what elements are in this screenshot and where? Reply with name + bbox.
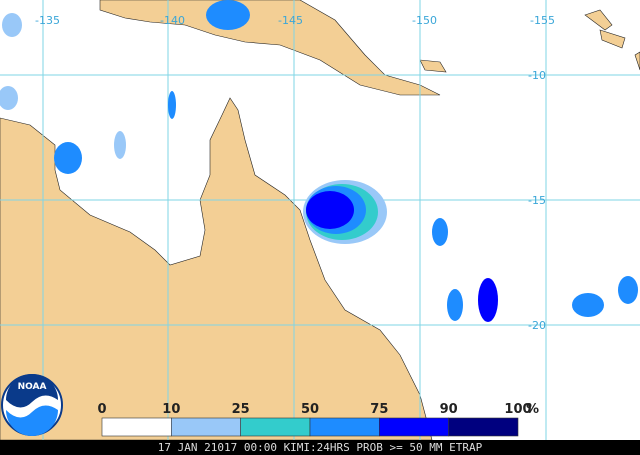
island bbox=[419, 59, 447, 73]
precip-area bbox=[0, 86, 18, 110]
precip-area bbox=[306, 191, 354, 229]
lat-label: -20 bbox=[528, 319, 546, 332]
noaa-logo: NOAA bbox=[1, 374, 63, 436]
legend-label: 90 bbox=[440, 402, 458, 417]
logo-sea bbox=[6, 405, 58, 436]
precip-area bbox=[478, 278, 498, 322]
island bbox=[599, 29, 626, 49]
legend-swatch bbox=[171, 417, 241, 437]
logo-sky bbox=[6, 374, 58, 408]
lon-label: -155 bbox=[530, 14, 555, 27]
precip-area bbox=[618, 276, 638, 304]
precip-area bbox=[54, 142, 82, 174]
precipitation bbox=[0, 0, 638, 322]
lat-label: -15 bbox=[528, 194, 546, 207]
lat-label: -10 bbox=[528, 69, 546, 82]
footer-bar bbox=[0, 440, 640, 455]
precip-area bbox=[432, 218, 448, 246]
legend-swatch bbox=[101, 417, 172, 437]
legend: 0 10 25 50 75 90 100% bbox=[97, 402, 539, 437]
logo-text: NOAA bbox=[18, 382, 47, 392]
legend-label: 100 bbox=[504, 402, 531, 417]
precip-area bbox=[206, 0, 250, 30]
legend-label: 10 bbox=[162, 402, 180, 417]
legend-label: 0 bbox=[97, 402, 106, 417]
legend-swatch bbox=[448, 417, 519, 437]
legend-label: 25 bbox=[232, 402, 250, 417]
legend-swatch bbox=[309, 417, 380, 437]
legend-swatch bbox=[379, 417, 449, 437]
legend-unit: % bbox=[526, 402, 539, 417]
lon-label: -135 bbox=[35, 14, 60, 27]
legend-label: 75 bbox=[370, 402, 388, 417]
lon-label: -150 bbox=[412, 14, 437, 27]
new-guinea bbox=[99, 0, 441, 96]
island bbox=[634, 51, 640, 71]
legend-swatch bbox=[240, 417, 311, 437]
precip-area bbox=[447, 289, 463, 321]
precip-area bbox=[114, 131, 126, 159]
precip-area bbox=[168, 91, 176, 119]
legend-label: 50 bbox=[301, 402, 319, 417]
footer-text: 17 JAN 21017 00:00 KIMI:24HRS PROB >= 50… bbox=[158, 441, 483, 454]
australia bbox=[0, 97, 433, 441]
island bbox=[584, 9, 613, 31]
precip-area bbox=[2, 13, 22, 37]
precip-area bbox=[572, 293, 604, 317]
lon-label: -140 bbox=[160, 14, 185, 27]
lon-label: -145 bbox=[278, 14, 303, 27]
